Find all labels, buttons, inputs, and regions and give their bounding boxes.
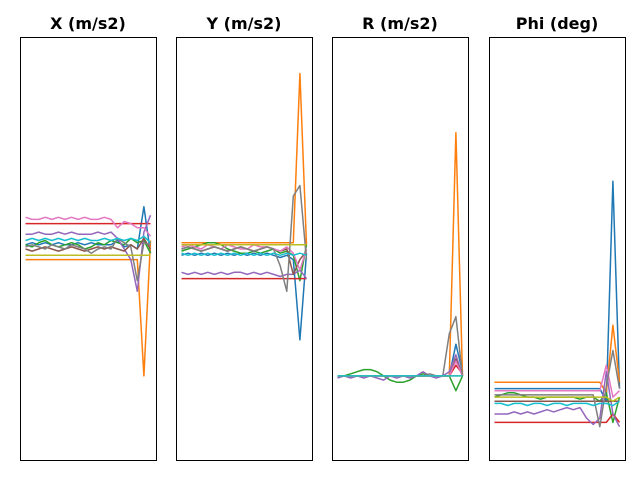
subplot-title-phi: Phi (deg) — [516, 14, 599, 33]
series-line-phi-7 — [494, 364, 621, 398]
axes-frame-y — [176, 37, 313, 461]
series-line-y-7 — [181, 244, 308, 271]
series-line-r-8 — [337, 315, 464, 377]
series-line-r-2 — [337, 131, 464, 377]
series-line-y-2 — [181, 72, 308, 245]
series-line-x-10 — [25, 235, 152, 244]
series-line-y-1 — [181, 252, 308, 341]
series-line-phi-10 — [494, 400, 620, 407]
series-line-x-2 — [25, 240, 152, 377]
subplot-title-y: Y (m/s2) — [206, 14, 282, 33]
series-line-y-5 — [181, 269, 308, 280]
series-line-x-7 — [25, 216, 152, 237]
series-line-phi-9 — [494, 396, 620, 403]
series-line-phi-1 — [494, 180, 621, 403]
subplot-y: Y (m/s2) — [176, 14, 313, 461]
subplot-r: R (m/s2) — [332, 14, 469, 461]
plot-lines-x — [25, 205, 152, 377]
series-line-phi-8 — [494, 349, 621, 428]
plot-lines-r — [337, 131, 464, 392]
series-line-x-5 — [25, 214, 152, 293]
subplot-phi: Phi (deg) — [489, 14, 626, 461]
series-line-x-8 — [25, 237, 151, 282]
subplot-x: X (m/s2) — [20, 14, 157, 461]
axes-frame-x — [20, 37, 157, 461]
plot-lines-phi — [494, 180, 621, 428]
subplot-title-x: X (m/s2) — [50, 14, 126, 33]
series-line-y-10 — [181, 252, 307, 257]
series-line-phi-2 — [494, 324, 621, 394]
subplot-title-r: R (m/s2) — [362, 14, 438, 33]
plot-lines-y — [181, 72, 308, 341]
axes-frame-phi — [489, 37, 626, 461]
axes-frame-r — [332, 37, 469, 461]
series-line-y-8 — [181, 184, 308, 293]
